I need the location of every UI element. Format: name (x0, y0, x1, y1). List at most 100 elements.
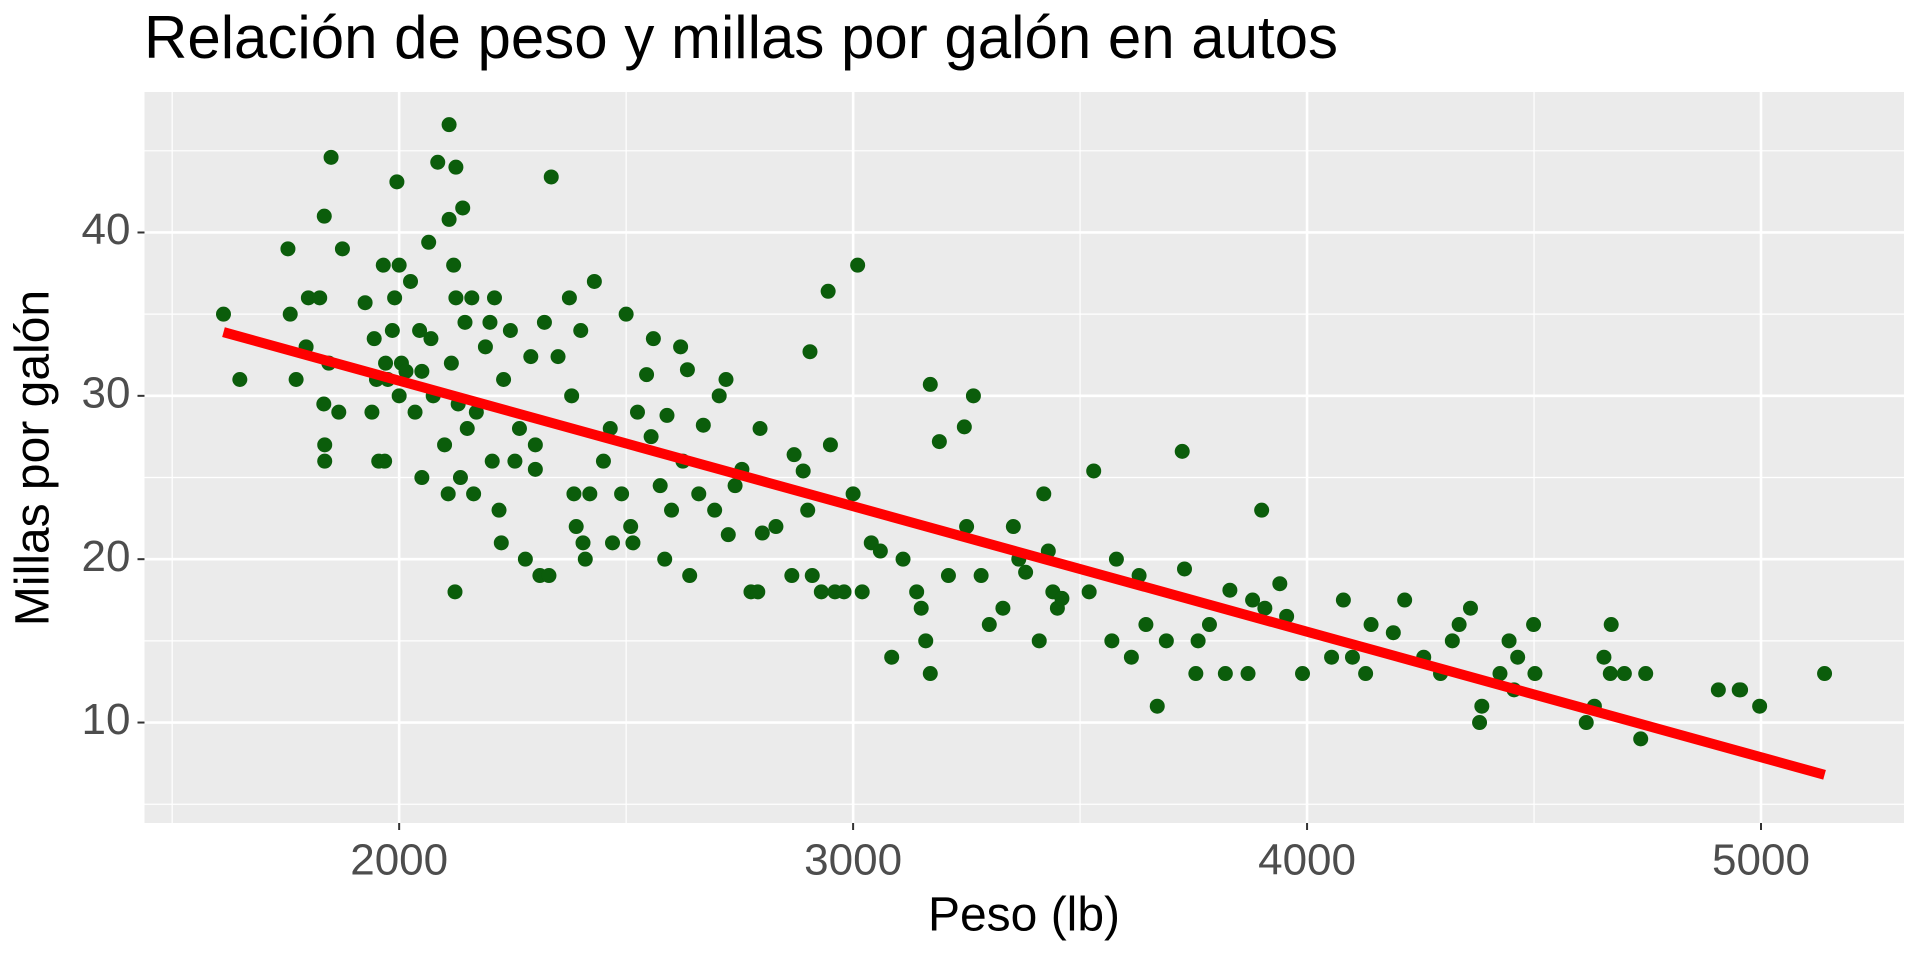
point (727, 478, 743, 494)
point (1054, 590, 1070, 606)
point (1752, 698, 1768, 714)
point (316, 208, 332, 224)
point (1245, 592, 1261, 608)
point (317, 437, 333, 453)
point (288, 371, 304, 387)
point (366, 331, 382, 347)
y-axis-title: Millas por galón (7, 290, 60, 626)
point (389, 174, 405, 190)
point (595, 453, 611, 469)
point (1005, 519, 1021, 535)
point (643, 429, 659, 445)
point (981, 617, 997, 633)
point (1602, 666, 1618, 682)
x-tick-label: 3000 (804, 836, 902, 885)
point (464, 290, 480, 306)
y-tick-label: 40 (82, 205, 131, 254)
point (711, 388, 727, 404)
point (493, 535, 509, 551)
point (486, 290, 502, 306)
point (387, 290, 403, 306)
x-tick-label: 4000 (1258, 836, 1356, 885)
point (466, 486, 482, 502)
point (378, 355, 394, 371)
point (913, 600, 929, 616)
point (629, 404, 645, 420)
point (1176, 561, 1192, 577)
point (566, 486, 582, 502)
point (1138, 617, 1154, 633)
point (457, 314, 473, 330)
panel (144, 92, 1904, 823)
point (459, 421, 475, 437)
point (280, 241, 296, 257)
point (707, 502, 723, 518)
point (1474, 698, 1490, 714)
point (443, 355, 459, 371)
point (317, 453, 333, 469)
point (845, 486, 861, 502)
point (959, 519, 975, 535)
point (1603, 617, 1619, 633)
point (1596, 649, 1612, 665)
point (1444, 633, 1460, 649)
point (423, 331, 439, 347)
point (527, 461, 543, 477)
x-tick-label: 2000 (350, 836, 448, 885)
point (664, 502, 680, 518)
point (639, 367, 655, 383)
point (573, 322, 589, 338)
point (502, 322, 518, 338)
point (645, 331, 661, 347)
point (575, 535, 591, 551)
point (482, 314, 498, 330)
point (754, 525, 770, 541)
point (720, 527, 736, 543)
point (1174, 443, 1190, 459)
point (956, 419, 972, 435)
point (582, 486, 598, 502)
point (1363, 617, 1379, 633)
point (1086, 463, 1102, 479)
point (398, 363, 414, 379)
point (872, 543, 888, 559)
point (1358, 666, 1374, 682)
point (507, 453, 523, 469)
point (477, 339, 493, 355)
point (391, 388, 407, 404)
point (750, 584, 766, 600)
point (323, 149, 339, 165)
point (1222, 582, 1238, 598)
point (623, 519, 639, 535)
point (618, 306, 634, 322)
point (1031, 633, 1047, 649)
point (718, 371, 734, 387)
point (586, 273, 602, 289)
point (605, 535, 621, 551)
point (375, 257, 391, 273)
point (1817, 666, 1833, 682)
point (377, 453, 393, 469)
point (1344, 649, 1360, 665)
point (940, 568, 956, 584)
point (1526, 617, 1542, 633)
point (1081, 584, 1097, 600)
point (614, 486, 630, 502)
point (282, 306, 298, 322)
point (1733, 682, 1749, 698)
point (752, 421, 768, 437)
point (440, 486, 456, 502)
point (484, 453, 500, 469)
point (407, 404, 423, 420)
point (1527, 666, 1543, 682)
point (403, 273, 419, 289)
point (414, 363, 430, 379)
point (1217, 666, 1233, 682)
point (854, 584, 870, 600)
point (1451, 617, 1467, 633)
y-tick-label: 30 (82, 368, 131, 417)
point (682, 568, 698, 584)
point (1510, 649, 1526, 665)
point (215, 306, 231, 322)
point (1492, 666, 1508, 682)
